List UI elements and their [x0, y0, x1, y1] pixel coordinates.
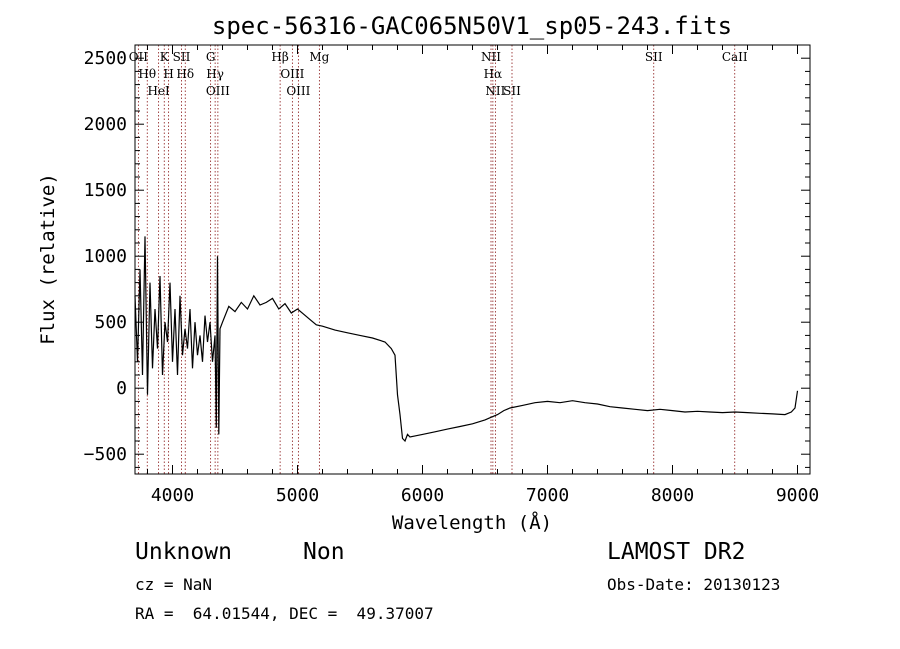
y-tick-label: 2000	[84, 114, 127, 135]
line-label: Hβ	[271, 50, 288, 64]
y-tick-label: 1500	[84, 180, 127, 201]
chart-title: spec-56316-GAC065N50V1_sp05-243.fits	[212, 12, 732, 40]
plot-frame	[134, 44, 811, 475]
x-tick-label: 7000	[526, 485, 569, 506]
line-label: G	[206, 50, 216, 64]
line-label: OIII	[206, 84, 230, 98]
y-tick-label: −500	[84, 444, 127, 465]
spectrum-trace	[134, 236, 799, 443]
line-label: HeI	[147, 84, 170, 98]
y-tick-label: 0	[116, 378, 127, 399]
y-tick-label: 500	[94, 312, 127, 333]
y-axis-label: Flux (relative)	[37, 173, 59, 345]
x-tick-label: 6000	[401, 485, 444, 506]
line-label: CaII	[722, 50, 748, 64]
coordinates: RA = 64.01544, DEC = 49.37007	[135, 604, 434, 623]
line-label: OIII	[286, 84, 310, 98]
y-tick-label: 2500	[84, 48, 127, 69]
line-markers	[137, 45, 736, 474]
line-label: OIII	[280, 67, 304, 81]
y-axis-ticks: −500 0 500 1000 1500 2000 2500	[84, 44, 810, 468]
x-tick-label: 8000	[651, 485, 694, 506]
x-tick-label: 9000	[776, 485, 819, 506]
line-label: OII	[129, 50, 149, 64]
x-tick-label: 4000	[151, 485, 194, 506]
line-label: K	[160, 50, 170, 64]
y-tick-label: 1000	[84, 246, 127, 267]
line-label: Hθ	[138, 67, 156, 81]
x-axis-label: Wavelength (Å)	[392, 511, 552, 534]
x-axis-ticks: 4000 5000 6000 7000 8000 9000	[147, 45, 819, 506]
spectrum-line	[134, 236, 799, 443]
redshift-cz: cz = NaN	[135, 575, 213, 594]
line-label: Hδ	[176, 67, 194, 81]
object-subclass: Non	[303, 539, 345, 565]
x-tick-label: 5000	[276, 485, 319, 506]
line-label: Mg	[309, 50, 329, 64]
line-label: Hα	[484, 67, 503, 81]
line-label: SII	[503, 84, 521, 98]
line-label: NII	[481, 50, 501, 64]
line-label: SII	[173, 50, 191, 64]
line-label: H	[163, 67, 173, 81]
line-label: Hγ	[206, 67, 224, 81]
line-label: SII	[645, 50, 663, 64]
object-class: Unknown	[135, 539, 232, 565]
line-label: NII	[485, 84, 505, 98]
survey-name: LAMOST DR2	[607, 539, 746, 565]
obs-date: Obs-Date: 20130123	[607, 575, 781, 594]
